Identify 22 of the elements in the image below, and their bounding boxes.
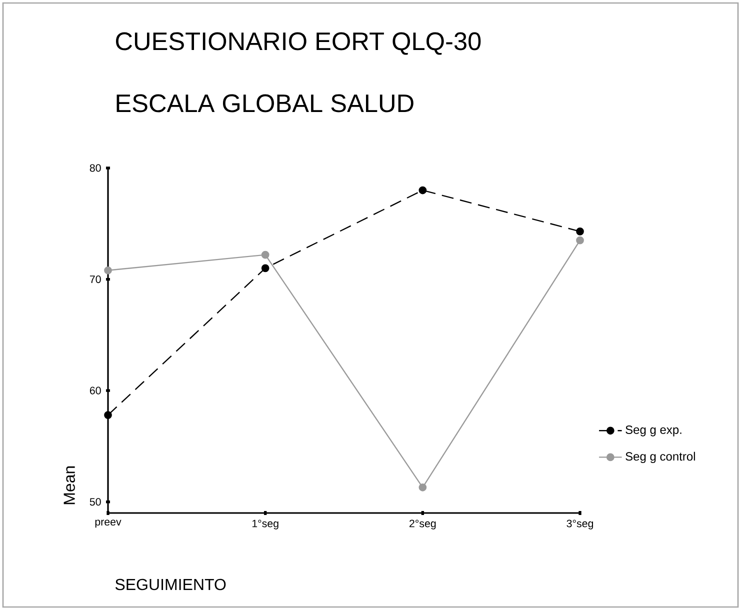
point [104, 411, 112, 419]
point [104, 266, 112, 274]
y-tick-label: 60 [90, 386, 101, 394]
point [261, 250, 270, 259]
y-tick-label: 80 [90, 164, 101, 172]
x-tick-label: 3°seg [566, 520, 594, 530]
y-tick-label: 70 [90, 276, 101, 284]
legend-label: Seg g control [626, 452, 695, 464]
point [418, 186, 427, 194]
point [261, 264, 270, 272]
chart-title: CUESTIONARIO EORT QLQ-30 [116, 32, 481, 55]
y-tick-label: 50 [90, 498, 101, 506]
point [418, 483, 427, 492]
point [576, 227, 584, 236]
x-tick-label: 2°seg [410, 520, 436, 530]
legend-label: Seg g exp. [626, 425, 682, 436]
y-axis-title: Mean [64, 466, 75, 504]
point [576, 236, 584, 244]
chart-subtitle: ESCALA GLOBAL SALUD [116, 94, 414, 112]
x-axis-title: SEGUIMIENTO [115, 578, 226, 590]
x-tick-label: preev [95, 520, 122, 528]
x-tick-label: 1°seg [252, 520, 278, 530]
